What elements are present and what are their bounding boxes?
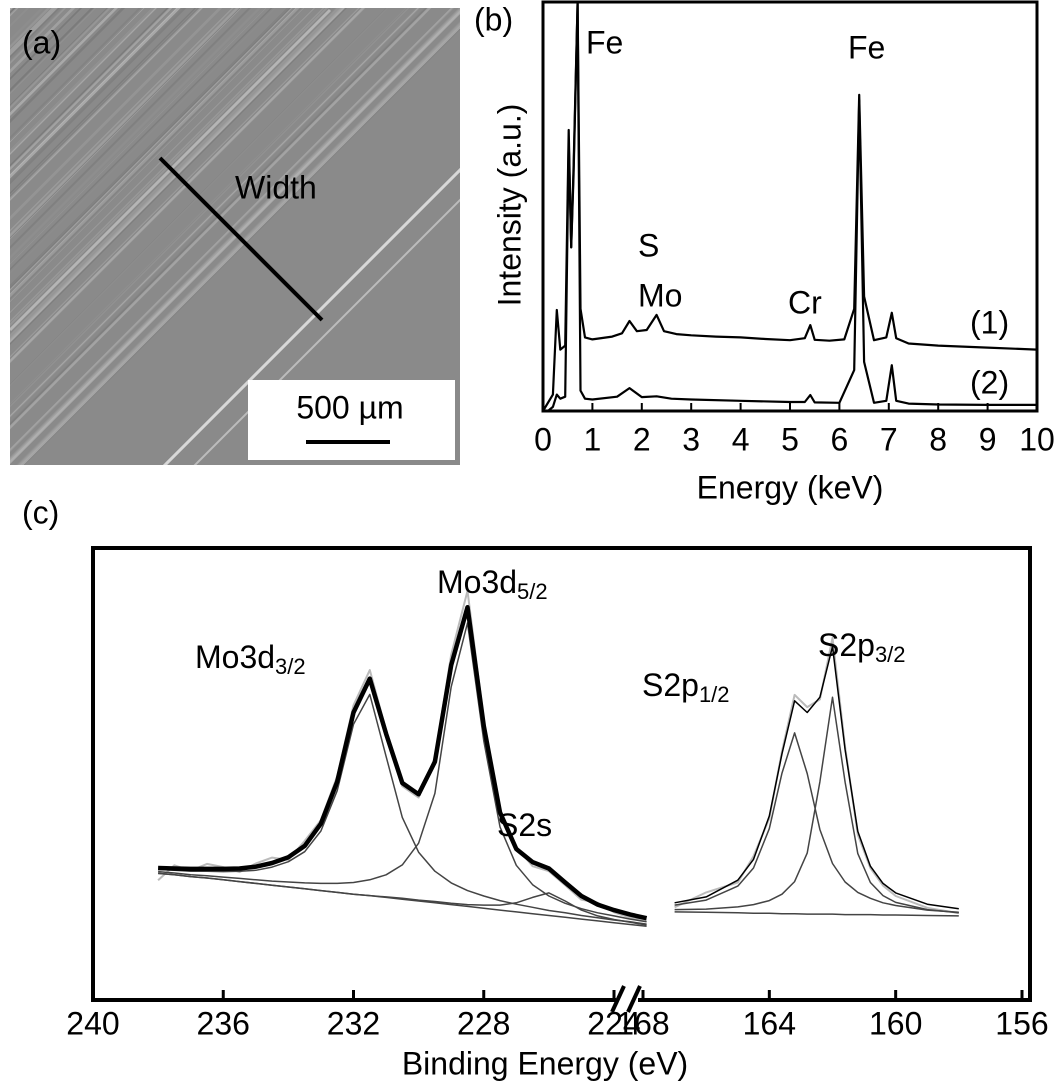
peak-label-text: S2s xyxy=(497,807,552,843)
peak-label: Mo3d5/2 xyxy=(437,564,548,603)
peak-label: Mo xyxy=(638,277,682,313)
xps-curve xyxy=(675,697,959,913)
peak-label-text: S2p xyxy=(642,667,699,703)
streak xyxy=(0,0,11,470)
x-axis-label: Binding Energy (eV) xyxy=(402,1045,688,1081)
panel-label: (b) xyxy=(474,1,513,37)
spectrum-line xyxy=(543,2,1037,411)
peak-label: Mo3d3/2 xyxy=(195,639,306,678)
peak-label-subscript: 1/2 xyxy=(699,682,730,707)
streak xyxy=(0,0,9,470)
xps-curve xyxy=(675,912,959,916)
x-tick-label: 160 xyxy=(869,1005,922,1041)
x-tick-label: 0 xyxy=(534,421,552,457)
x-tick-label: 8 xyxy=(929,421,947,457)
streak xyxy=(0,0,7,470)
x-tick-label: 7 xyxy=(880,421,898,457)
peak-label: Cr xyxy=(788,284,822,320)
panel-label: (c) xyxy=(22,494,59,530)
plot-frame xyxy=(93,548,1030,1000)
x-tick-label: 228 xyxy=(457,1005,510,1041)
peak-label: S2p3/2 xyxy=(818,627,906,666)
x-tick-label: 2 xyxy=(633,421,651,457)
x-tick-label: 9 xyxy=(979,421,997,457)
peak-label-subscript: 3/2 xyxy=(275,654,306,679)
x-tick-label: 156 xyxy=(995,1005,1048,1041)
streak xyxy=(0,0,1,470)
x-tick-label: 6 xyxy=(831,421,849,457)
spectrum-line xyxy=(548,2,1037,411)
x-tick-label: 3 xyxy=(682,421,700,457)
x-tick-label: 168 xyxy=(616,1005,669,1041)
peak-label: S xyxy=(638,227,659,263)
peak-label: S2s xyxy=(497,807,552,843)
plot-frame xyxy=(543,2,1037,411)
x-tick-label: 232 xyxy=(327,1005,380,1041)
streak xyxy=(0,0,8,470)
streak xyxy=(0,0,7,470)
peak-label: Fe xyxy=(848,29,885,65)
peak-label: S2p1/2 xyxy=(642,667,730,706)
streak xyxy=(0,0,3,470)
x-tick-label: 1 xyxy=(584,421,602,457)
scale-bar-label: 500 µm xyxy=(296,389,403,425)
peak-label-text: Mo3d xyxy=(195,639,275,675)
x-tick-label: 4 xyxy=(732,421,750,457)
x-tick-label: 164 xyxy=(743,1005,796,1041)
x-tick-label: 10 xyxy=(1019,421,1055,457)
peak-label-subscript: 3/2 xyxy=(875,642,906,667)
series-label: (1) xyxy=(970,304,1009,340)
x-tick-label: 240 xyxy=(66,1005,119,1041)
peak-label-text: Mo3d xyxy=(437,564,517,600)
annotation: Width xyxy=(235,169,317,205)
x-tick-label: 5 xyxy=(781,421,799,457)
peak-label-text: S2p xyxy=(818,627,875,663)
xps-curve xyxy=(675,638,959,913)
panel-label: (a) xyxy=(22,24,61,60)
figure: (a) Width 500 µm 0123456789 10 (1) (2) Fe Fe S Mo… xyxy=(0,0,1062,1088)
peak-label: Fe xyxy=(586,24,623,60)
sem-image: (a) Width 500 µm xyxy=(0,0,499,470)
x-tick-label: 236 xyxy=(197,1005,250,1041)
y-axis-label: Intensity (a.u.) xyxy=(491,104,527,307)
x-axis-label: Energy (keV) xyxy=(697,469,884,505)
series-label: (2) xyxy=(970,364,1009,400)
xps-curve xyxy=(675,733,959,912)
peak-label-subscript: 5/2 xyxy=(517,579,548,604)
